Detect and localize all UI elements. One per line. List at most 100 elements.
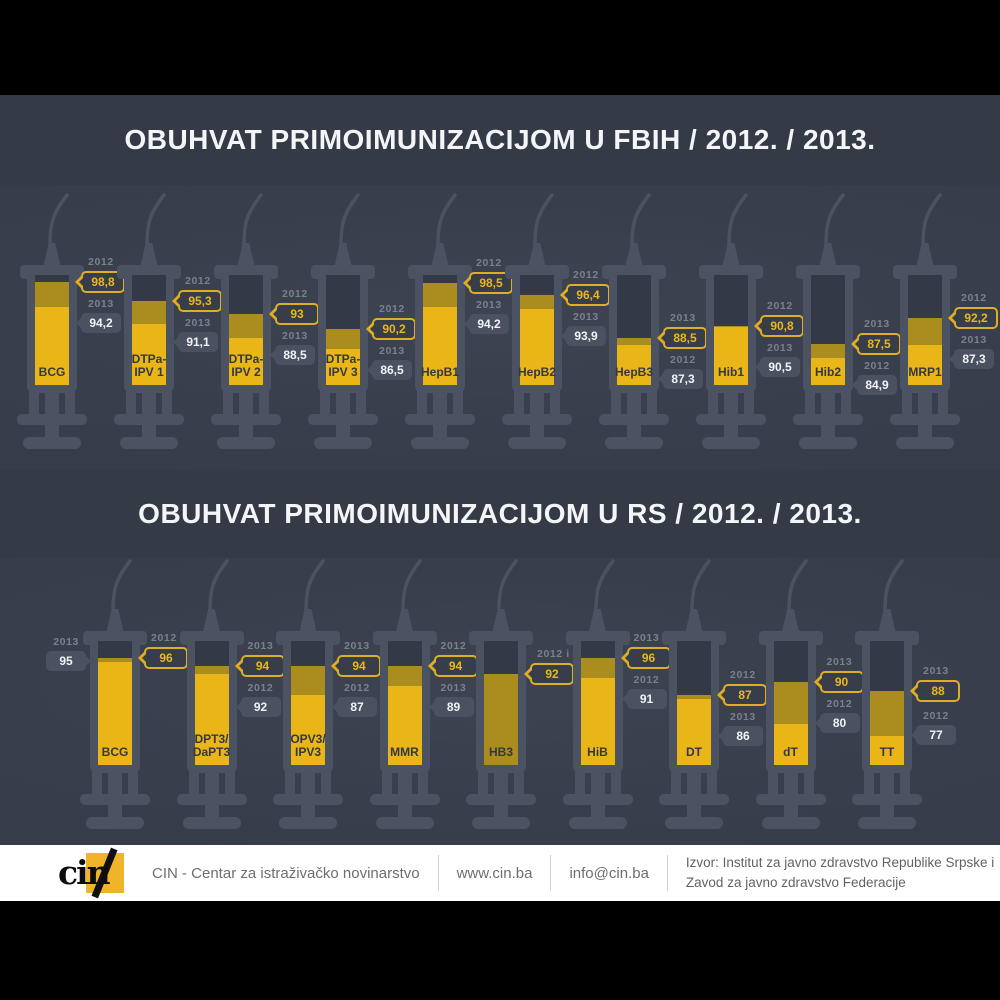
plunger-post-left [671, 771, 681, 799]
value-bubble: 88,5 [275, 344, 315, 365]
value-bubble-group-2012: 2012 96 [144, 632, 188, 669]
value-bubble-group-2013: 2013 90,5 [760, 342, 800, 377]
plunger-crossbar [696, 414, 766, 425]
vaccine-label-line: Hib2 [814, 365, 841, 379]
plunger-thumb-rest [702, 437, 760, 449]
plunger-post-right [647, 391, 657, 419]
year-label: 2013 [573, 310, 599, 323]
fill-difference-band [773, 682, 808, 724]
year-label: 2013 [476, 299, 502, 312]
vaccine-label-line: IPV 1 [134, 365, 164, 379]
year-label: 2012 [379, 302, 405, 315]
plunger-crossbar [755, 794, 826, 805]
value-bubble-group-2012: 2012 92 [240, 682, 281, 717]
year-label: 2012 [633, 673, 660, 686]
plunger-post-right [321, 771, 331, 799]
fill-overlap [870, 736, 904, 765]
value-bubble: 94,2 [81, 312, 121, 333]
vaccine-label: DTPa- IPV 3 [318, 353, 368, 379]
year-label: 2013 [344, 639, 370, 652]
title-band-fbih: OBUHVAT PRIMOIMUNIZACIJOM U FBIH / 2012.… [0, 95, 1000, 185]
needle-icon [628, 193, 654, 250]
value-bubble-group-2013: 2013 87,3 [954, 334, 994, 369]
plunger-post-left [574, 771, 585, 799]
chart-title-rs: OBUHVAT PRIMOIMUNIZACIJOM U RS / 2012. /… [138, 498, 862, 529]
value-bubble: 87,3 [663, 369, 703, 390]
needle-hub [528, 243, 546, 268]
year-label: 2012 [440, 639, 467, 652]
vaccine-label-line: HiB [587, 745, 608, 759]
plunger-crossbar [890, 414, 960, 425]
footer-website-link[interactable]: www.cin.ba [456, 864, 533, 882]
needle-icon [46, 193, 72, 250]
vaccine-label-line: DTPa- [325, 352, 361, 366]
value-bubble-highlight: 92 [530, 663, 574, 686]
plunger-post-left [188, 771, 199, 799]
value-bubble-highlight: 90,2 [372, 317, 416, 340]
fill-difference-band [811, 343, 845, 359]
vaccine-label: HepB2 [512, 366, 562, 379]
needle-hub [722, 243, 740, 268]
plunger-post-left [92, 771, 102, 799]
needle-icon [822, 193, 848, 250]
value-bubble-group-2013: 2013 86 [723, 711, 763, 746]
needle-icon [592, 559, 618, 616]
vaccine-label: TT [862, 746, 912, 759]
value-bubble-group-2012: 2012 92,2 [954, 292, 998, 329]
year-label: 2012 [573, 268, 599, 281]
fill-difference-band [870, 690, 904, 737]
needle-hub [106, 609, 124, 634]
fill-difference-band [132, 300, 166, 324]
year-label: 2012 [961, 291, 987, 304]
value-bubble-group-2013: 2013 95 [0, 636, 86, 671]
value-bubble: 94,2 [469, 314, 509, 335]
plunger-post-right [744, 391, 754, 419]
needle-icon [688, 559, 714, 616]
fill-overlap [35, 306, 69, 385]
fill-difference-band [326, 328, 360, 350]
plunger-crossbar [308, 414, 378, 425]
needle-icon [919, 193, 945, 250]
fill-difference-band [908, 317, 942, 345]
year-label: 2013 [767, 341, 793, 354]
fill-overlap [773, 723, 808, 765]
fill-overlap [811, 358, 845, 385]
value-bubble-highlight: 96 [626, 646, 671, 669]
plunger-post-left [320, 391, 330, 419]
plunger-crossbar [17, 414, 87, 425]
value-bubble-group-2013: 2013 89 [433, 682, 474, 717]
footer-divider [666, 855, 668, 891]
plunger-thumb-rest [665, 817, 723, 829]
plunger-post-right [938, 391, 948, 419]
value-bubble-highlight: 94 [240, 654, 285, 677]
year-label: 2013 [88, 297, 114, 310]
footer-divider [550, 855, 552, 891]
plunger-thumb-rest [761, 817, 820, 829]
needle-hub [395, 609, 414, 634]
plunger-post-right [128, 771, 138, 799]
plunger-thumb-rest [605, 437, 663, 449]
footer-email-link[interactable]: info@cin.ba [569, 864, 649, 882]
plunger-post-right [224, 771, 235, 799]
vaccine-label-line: BCG [38, 365, 66, 379]
value-bubble: 91 [626, 688, 667, 709]
vaccine-label: DTPa- IPV 2 [221, 353, 271, 379]
value-bubble: 77 [916, 725, 956, 746]
value-bubble-group-2012: 2012 98,5 [469, 257, 513, 295]
plunger-crossbar [562, 794, 633, 805]
year-label: 2012 [476, 257, 502, 270]
fill-difference-band [677, 694, 711, 699]
plunger-crossbar [80, 794, 150, 805]
plunger-crossbar [405, 414, 475, 425]
fill-overlap [291, 694, 325, 765]
fill-difference-band [423, 283, 457, 307]
needle-icon [531, 193, 557, 250]
value-bubble-highlight: 94 [337, 654, 381, 677]
footer-org-name: CIN - Centar za istraživačko novinarstvo [152, 864, 420, 882]
vaccine-label: OPV3/IPV3 [283, 733, 333, 759]
value-bubble-group-2013: 2013 87,5 [857, 318, 901, 355]
plunger-crossbar [273, 794, 343, 805]
plunger-post-right [356, 391, 366, 419]
value-bubble: 92 [240, 696, 281, 717]
